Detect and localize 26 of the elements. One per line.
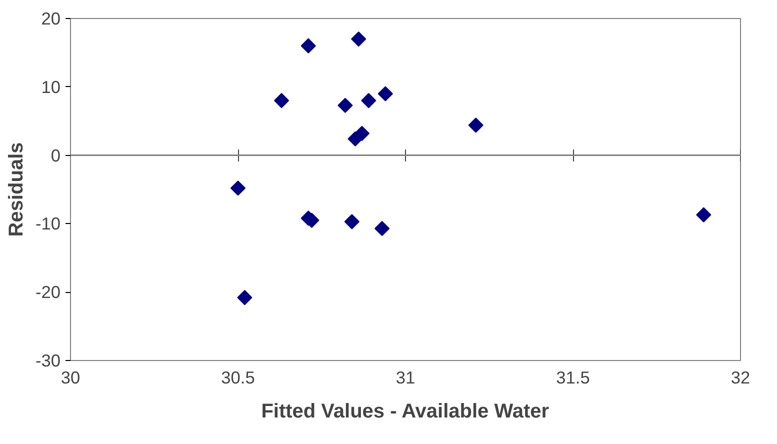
x-tick-label: 31.5 (556, 368, 590, 388)
y-tick-label: 20 (41, 8, 61, 28)
point (696, 207, 712, 222)
point (468, 118, 484, 133)
point (338, 98, 353, 113)
x-axis-title: Fitted Values - Available Water (261, 400, 550, 422)
x-tick-label: 30 (60, 368, 80, 388)
y-tick-label: 10 (41, 76, 61, 97)
point (361, 93, 376, 108)
point (354, 126, 370, 141)
point (374, 220, 390, 236)
x-tick-label: 31 (396, 368, 416, 388)
point (274, 93, 290, 108)
point (378, 86, 393, 102)
y-tick-label: -10 (35, 214, 60, 234)
point (237, 290, 252, 306)
y-tick-label: -30 (35, 350, 60, 370)
y-tick-label: 0 (50, 145, 61, 166)
point (300, 38, 316, 54)
x-tick-label: 32 (730, 368, 750, 388)
y-tick-label: -20 (35, 282, 60, 302)
point (351, 31, 366, 47)
point (344, 214, 360, 230)
x-tick-label: 30.5 (221, 368, 255, 388)
y-axis-title: Residuals (5, 142, 28, 237)
point (230, 180, 246, 196)
